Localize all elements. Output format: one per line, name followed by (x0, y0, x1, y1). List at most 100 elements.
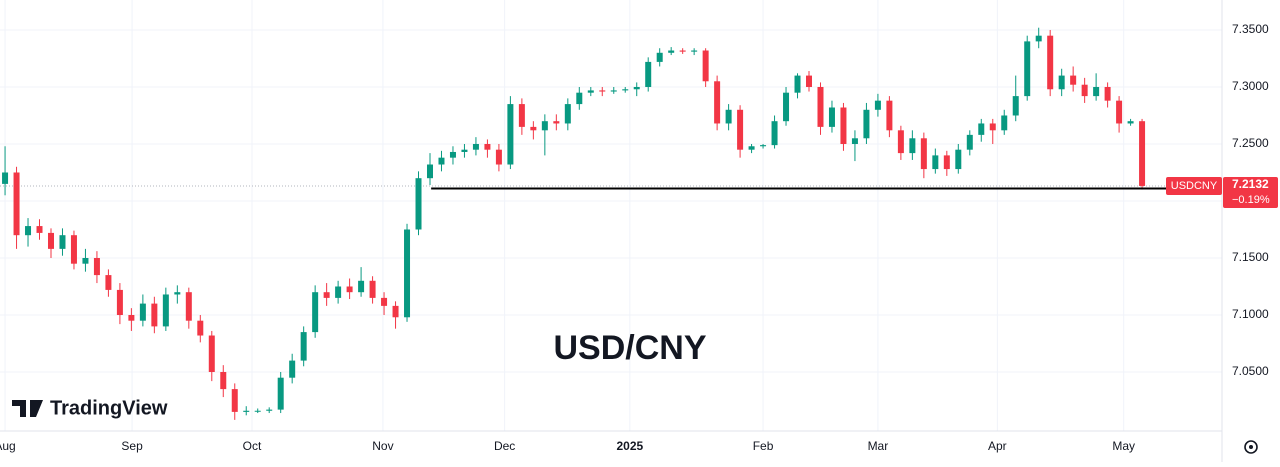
candle-body (381, 297, 388, 306)
candle-body (955, 149, 962, 170)
candle-body (266, 409, 273, 411)
x-tick-label: Aug (0, 439, 16, 453)
candle-body (1001, 115, 1008, 131)
candle-body (300, 332, 307, 361)
candle-body (1081, 84, 1088, 97)
x-tick-label: 2025 (616, 439, 643, 453)
candle-body (185, 292, 192, 321)
x-tick-label: May (1112, 439, 1135, 453)
candle-body (449, 151, 456, 158)
candle-body (576, 92, 583, 105)
candle-body (323, 292, 330, 298)
candle-body (82, 257, 89, 264)
candle-body (151, 303, 158, 327)
candle-body (139, 303, 146, 321)
candle-body (679, 50, 686, 52)
candle-body (737, 109, 744, 150)
candle-body (312, 292, 319, 333)
gear[interactable] (1244, 440, 1258, 454)
x-tick-label: Apr (988, 439, 1007, 453)
candle-body (243, 410, 250, 412)
candle-body (897, 130, 904, 154)
candle-body (162, 294, 169, 327)
candle-body (404, 229, 411, 318)
candle-body (1104, 86, 1111, 101)
candle-body (541, 121, 548, 131)
x-tick-label: Nov (372, 439, 393, 453)
candle-body (220, 371, 227, 390)
candle-body (254, 410, 261, 412)
candle-body (36, 226, 43, 233)
candle-body (346, 286, 353, 293)
x-tick-label: Dec (494, 439, 515, 453)
candle-body (553, 121, 560, 124)
annotation: USD/CNY (553, 329, 706, 367)
x-tick-label: Feb (753, 439, 774, 453)
x-tick-label: Sep (121, 439, 143, 453)
last-price-label: 7.2132 (1232, 177, 1269, 191)
candle-body (70, 235, 77, 264)
logo-icon (12, 400, 43, 417)
candle-body (1024, 41, 1031, 97)
y-tick-label: 7.3000 (1232, 79, 1269, 93)
candle-body (702, 50, 709, 82)
candle-body (668, 50, 675, 53)
change-label: −0.19% (1232, 194, 1270, 206)
logo-text: TradingView (50, 397, 168, 419)
candle-body (13, 172, 20, 236)
candle-body (817, 86, 824, 127)
candle-body (794, 75, 801, 93)
candle-body (1127, 121, 1134, 124)
plot (0, 27, 1222, 420)
candle-body (358, 280, 365, 293)
candle-body (507, 104, 514, 165)
candle-body (806, 75, 813, 87)
y-tick-label: 7.2500 (1232, 136, 1269, 150)
candle-body (840, 107, 847, 144)
candle-body (369, 280, 376, 298)
x-tick-label: Mar (868, 439, 889, 453)
x-tick-label: Oct (243, 439, 262, 453)
candle-body (760, 145, 767, 147)
candle-body (886, 100, 893, 131)
candle-body (208, 335, 215, 372)
gear-center[interactable] (1249, 445, 1253, 449)
candle-body (231, 389, 238, 412)
candle-body (1047, 35, 1054, 90)
candle-body (392, 305, 399, 318)
candle-body (633, 86, 640, 90)
candle-body (874, 100, 881, 110)
candle-body (851, 138, 858, 144)
candle-body (93, 257, 100, 276)
settings-icon[interactable] (1244, 440, 1258, 454)
candle-body (25, 226, 32, 236)
candle-body (484, 143, 491, 150)
candle-body (978, 123, 985, 135)
candle-body (47, 232, 54, 249)
candle-body (656, 52, 663, 62)
candle-body (771, 121, 778, 146)
candle-body (472, 143, 479, 150)
candle-body (335, 286, 342, 298)
candle-body (863, 109, 870, 139)
candle-body (1139, 121, 1146, 186)
candle-body (530, 126, 537, 131)
candle-body (920, 138, 927, 170)
y-tick-label: 7.1000 (1232, 307, 1269, 321)
candle-body (1070, 75, 1077, 85)
candle-body (128, 314, 135, 321)
grid (0, 0, 1222, 431)
candle-body (105, 275, 112, 290)
candle-body (714, 81, 721, 124)
symbol-label: USDCNY (1171, 180, 1218, 192)
candle-body (116, 289, 123, 315)
candle-body (518, 104, 525, 127)
candle-body (461, 149, 468, 152)
candle-body (564, 104, 571, 124)
y-tick-label: 7.3500 (1232, 22, 1269, 36)
candle-body (909, 138, 916, 154)
candle-body (2, 172, 9, 184)
candle-body (748, 146, 755, 150)
